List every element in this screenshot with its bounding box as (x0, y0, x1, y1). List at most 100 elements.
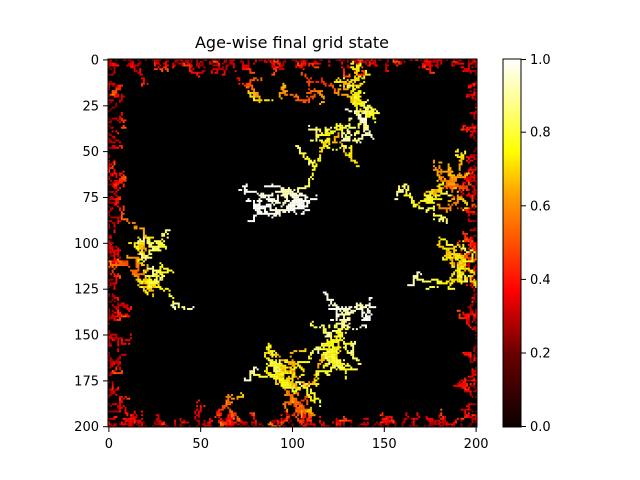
heatmap-cell (425, 190, 428, 193)
heatmap-cell (454, 421, 457, 424)
heatmap-cell (473, 249, 476, 252)
heatmap-cell (313, 59, 316, 61)
heatmap-cell (313, 401, 316, 404)
heatmap-cell (141, 84, 144, 87)
heatmap-cell (465, 156, 468, 159)
heatmap-cell (159, 249, 162, 252)
heatmap-cell (330, 132, 333, 135)
heatmap-cell (298, 194, 301, 197)
heatmap-cell (111, 384, 114, 387)
heatmap-cell (109, 253, 112, 256)
heatmap-cell (135, 247, 138, 250)
heatmap-cell (119, 406, 121, 409)
heatmap-cell (155, 271, 158, 274)
heatmap-cell (317, 364, 320, 367)
heatmap-cell (442, 417, 445, 420)
heatmap-cell (287, 362, 290, 365)
heatmap-cell (440, 183, 443, 186)
heatmap-cell (471, 254, 474, 257)
heatmap-cell (357, 93, 360, 96)
heatmap-cell (300, 199, 303, 202)
heatmap-cell (120, 176, 123, 179)
heatmap-cell (412, 425, 415, 427)
heatmap-cell (453, 196, 456, 199)
heatmap-cell (383, 417, 386, 420)
heatmap-cell (249, 190, 252, 193)
heatmap-cell (130, 306, 133, 309)
heatmap-cell (434, 214, 437, 217)
heatmap-cell (258, 97, 261, 100)
heatmap-cell (159, 64, 162, 67)
heatmap-cell (324, 357, 327, 360)
heatmap-cell (113, 106, 116, 109)
heatmap-cell (342, 315, 345, 318)
heatmap-cell (458, 240, 461, 243)
heatmap-cell (185, 64, 188, 67)
heatmap-cell (163, 289, 166, 292)
heatmap-cell (319, 370, 322, 373)
heatmap-cell (464, 414, 467, 417)
heatmap-cell (108, 286, 110, 288)
heatmap-cell (352, 357, 355, 360)
heatmap-cell (111, 359, 114, 362)
heatmap-cell (284, 93, 287, 96)
heatmap-cell (111, 315, 114, 318)
heatmap-cell (150, 287, 153, 290)
heatmap-cell (357, 64, 360, 67)
heatmap-cell (122, 209, 125, 212)
heatmap-cell (328, 139, 331, 142)
heatmap-cell (291, 368, 294, 371)
heatmap-cell (291, 401, 294, 404)
heatmap-cell (111, 386, 114, 389)
heatmap-cell (471, 93, 474, 96)
heatmap-cell (346, 64, 349, 67)
heatmap-cell (414, 205, 417, 208)
heatmap-cell (231, 414, 233, 417)
heatmap-cell (163, 245, 166, 248)
heatmap-cell (119, 101, 121, 104)
heatmap-cell (473, 271, 476, 274)
heatmap-cell (113, 306, 116, 309)
heatmap-cell (225, 66, 228, 69)
heatmap-cell (475, 414, 477, 417)
heatmap-cell (297, 99, 300, 102)
heatmap-cell (275, 375, 278, 378)
heatmap-cell (326, 370, 329, 373)
heatmap-cell (269, 199, 272, 202)
heatmap-cell (254, 419, 257, 422)
heatmap-cell (298, 421, 301, 424)
heatmap-cell (227, 423, 230, 426)
heatmap-cell (273, 71, 276, 74)
heatmap-cell (282, 425, 285, 427)
heatmap-cell (120, 99, 123, 102)
heatmap-cell (166, 64, 169, 67)
heatmap-cell (295, 397, 298, 400)
heatmap-cell (124, 395, 127, 398)
heatmap-cell (401, 188, 404, 191)
heatmap-cell (341, 419, 344, 422)
heatmap-cell (445, 207, 448, 210)
heatmap-cell (133, 245, 136, 248)
heatmap-cell (458, 273, 461, 276)
heatmap-cell (117, 298, 120, 301)
heatmap-cell (282, 90, 285, 93)
heatmap-cell (111, 93, 114, 96)
heatmap-cell (166, 267, 169, 270)
heatmap-cell (462, 311, 465, 314)
heatmap-cell (298, 350, 301, 353)
heatmap-cell (124, 342, 127, 345)
heatmap-cell (174, 59, 177, 61)
heatmap-cell (115, 104, 118, 107)
heatmap-cell (460, 152, 463, 155)
heatmap-cell (324, 329, 327, 332)
heatmap-cell (111, 381, 114, 384)
heatmap-cell (348, 119, 351, 122)
heatmap-cell (133, 269, 136, 272)
heatmap-cell (133, 227, 136, 230)
heatmap-cell (449, 187, 452, 190)
heatmap-cell (120, 339, 123, 342)
heatmap-cell (465, 317, 468, 320)
heatmap-cell (385, 68, 388, 71)
heatmap-cell (447, 207, 450, 210)
heatmap-cell (451, 258, 454, 261)
